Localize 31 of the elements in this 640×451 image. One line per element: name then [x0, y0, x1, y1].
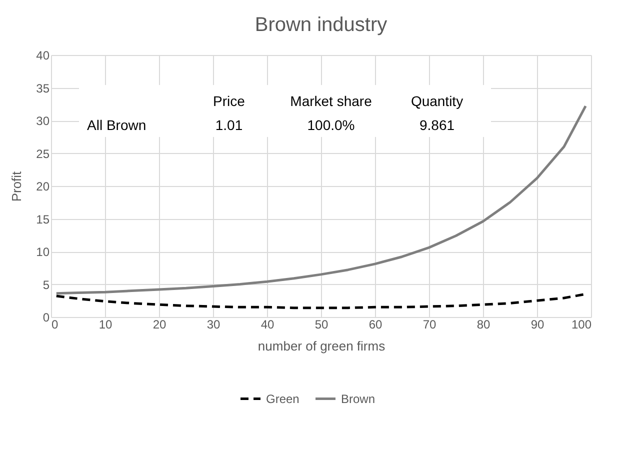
annotation: Quantity	[410, 93, 464, 109]
x-tick-label: 100	[571, 318, 592, 332]
chart-title: Brown industry	[254, 14, 388, 36]
x-tick-label: 0	[52, 318, 58, 332]
annotation: 1.01	[215, 117, 243, 133]
x-tick-label: 80	[476, 318, 490, 332]
legend-label: Green	[266, 392, 300, 406]
y-tick-label: 15	[36, 212, 50, 226]
annotation: 9.861	[419, 117, 455, 133]
x-tick-label: 40	[260, 318, 274, 332]
x-tick-label: 50	[314, 318, 328, 332]
annotation: Market share	[290, 93, 372, 109]
y-axis-title: Profit	[9, 170, 24, 202]
y-tick-label: 25	[36, 146, 50, 161]
x-tick-label: 20	[152, 318, 166, 332]
x-tick-label: 30	[206, 318, 220, 332]
x-tick-label: 90	[530, 318, 544, 332]
x-tick-label: 70	[422, 318, 436, 332]
annotation: All Brown	[87, 117, 146, 133]
annotation: 100.0%	[307, 117, 355, 133]
x-axis-title: number of green firms	[258, 338, 386, 354]
y-tick-label: 35	[36, 81, 50, 96]
y-tick-label: 20	[36, 180, 50, 194]
legend-label: Brown	[341, 392, 376, 406]
y-tick-label: 30	[36, 114, 50, 128]
x-tick-label: 10	[98, 318, 112, 332]
y-tick-label: 10	[36, 245, 50, 259]
x-tick-label: 60	[368, 318, 382, 332]
y-tick-label: 5	[42, 278, 50, 292]
annotation: Price	[213, 93, 246, 109]
y-tick-label: 40	[36, 48, 50, 62]
